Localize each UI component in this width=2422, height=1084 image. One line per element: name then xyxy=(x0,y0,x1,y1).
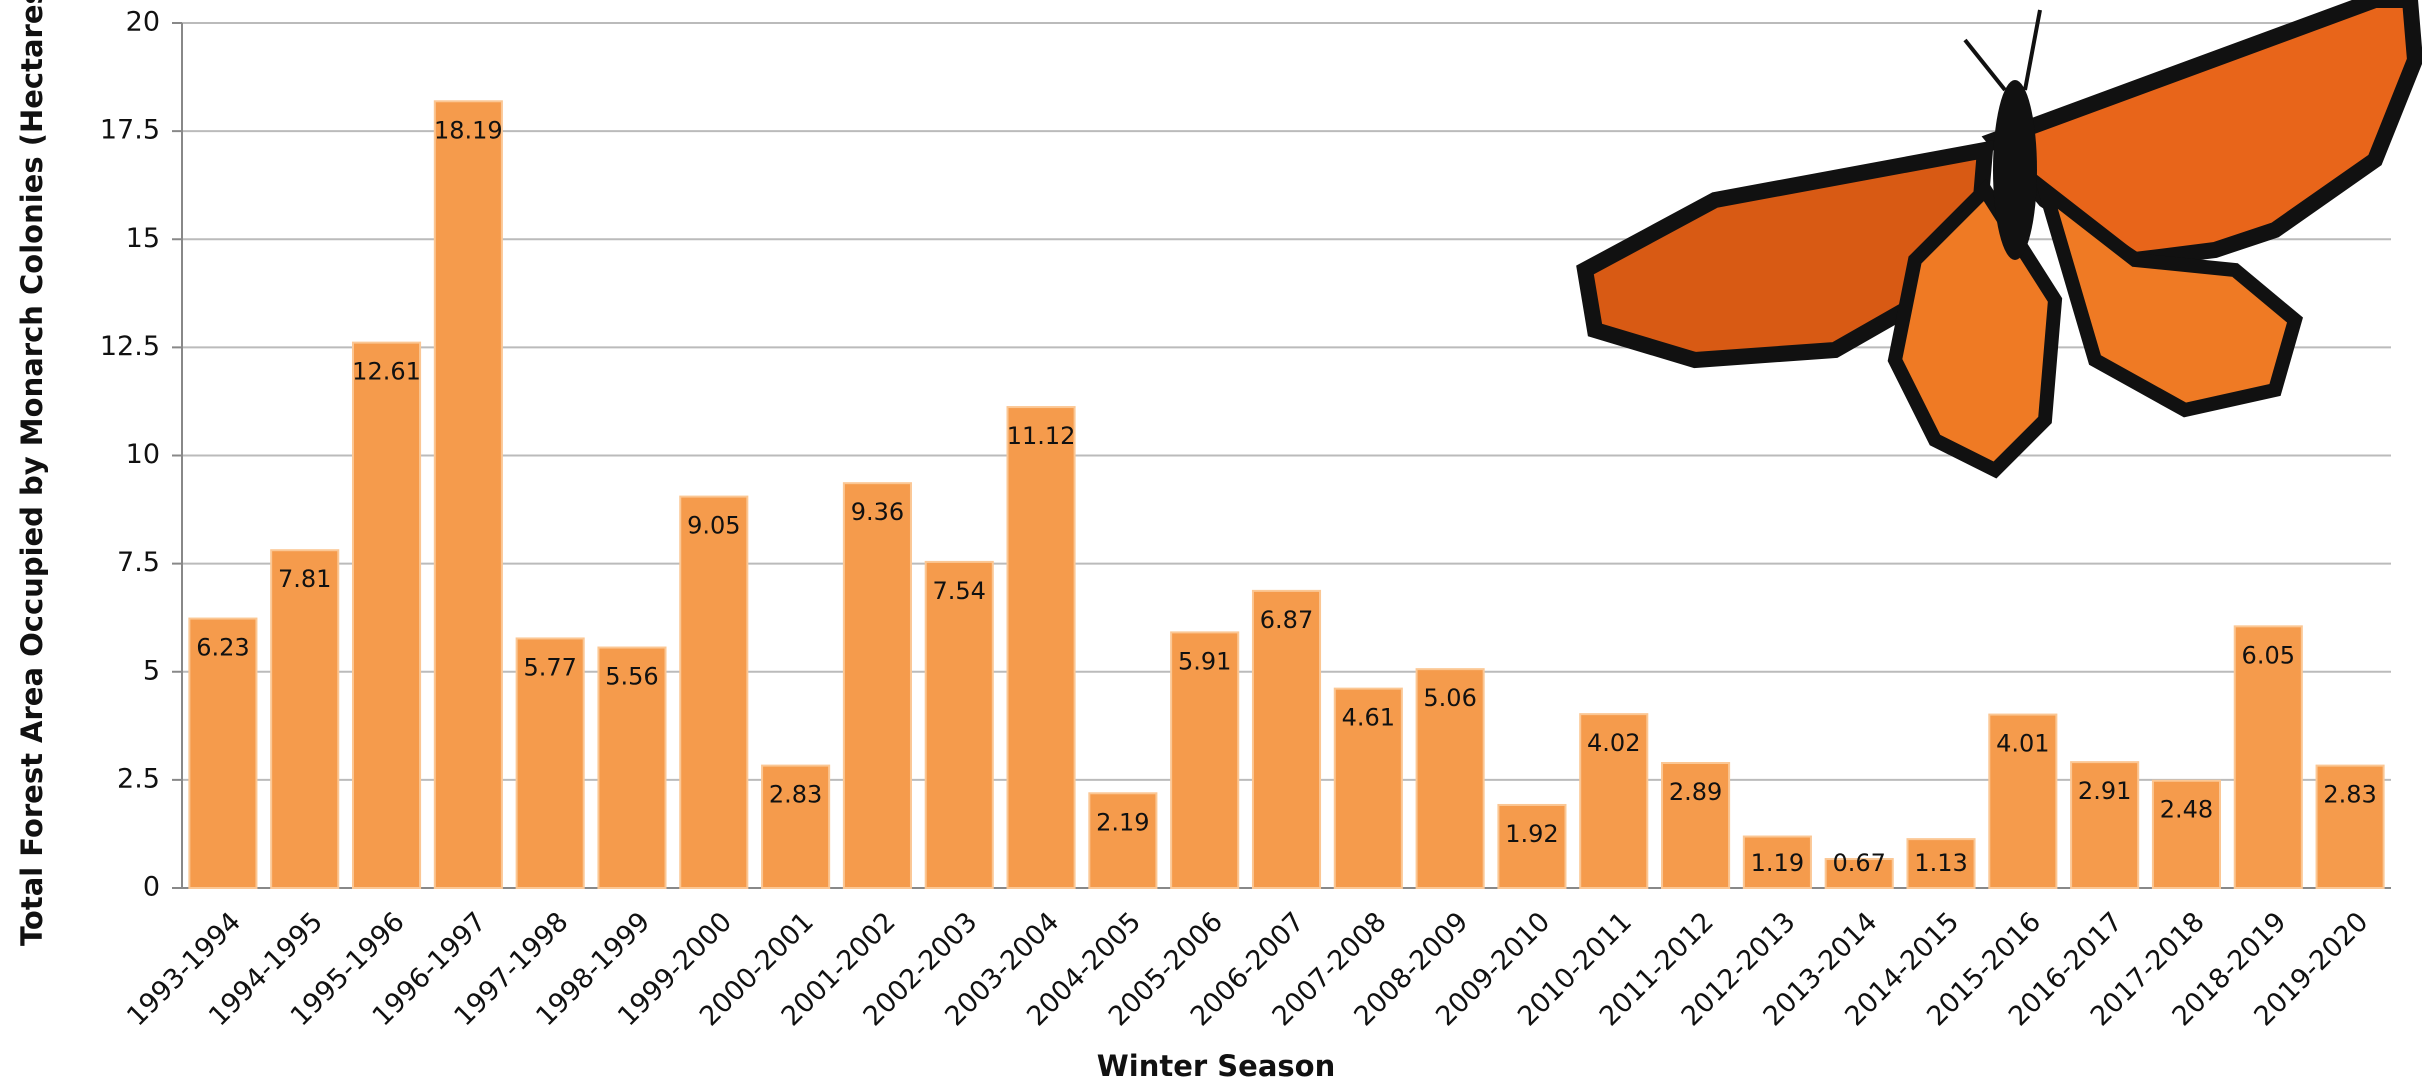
value-label: 6.23 xyxy=(196,634,249,662)
value-label: 1.92 xyxy=(1505,820,1558,848)
value-label: 7.54 xyxy=(933,577,986,605)
bar xyxy=(2315,764,2385,889)
value-label: 1.13 xyxy=(1914,849,1967,877)
value-label: 4.61 xyxy=(1342,704,1395,732)
bar xyxy=(1579,713,1649,890)
bar xyxy=(761,764,831,889)
bar xyxy=(270,549,340,890)
value-label: 2.91 xyxy=(2078,777,2131,805)
y-tick-label: 5 xyxy=(143,655,160,686)
bar xyxy=(2151,779,2222,889)
value-label: 6.05 xyxy=(2242,641,2295,669)
value-label: 5.77 xyxy=(523,653,576,681)
bar xyxy=(1497,803,1567,890)
bar xyxy=(679,495,749,889)
bar xyxy=(515,637,585,890)
y-tick-label: 17.5 xyxy=(100,115,160,146)
value-label: 2.89 xyxy=(1669,778,1722,806)
value-label: 4.01 xyxy=(1996,730,2049,758)
y-axis-title: Total Forest Area Occupied by Monarch Co… xyxy=(15,0,49,946)
value-label: 2.48 xyxy=(2160,796,2213,824)
y-tick-label: 10 xyxy=(126,439,160,470)
bar xyxy=(1251,589,1322,889)
value-label: 6.87 xyxy=(1260,606,1313,634)
bar xyxy=(433,100,503,890)
bar xyxy=(1170,631,1240,890)
bar xyxy=(1661,762,1731,890)
value-label: 18.19 xyxy=(434,116,503,144)
value-label: 5.56 xyxy=(605,663,658,691)
bar xyxy=(597,646,667,890)
y-tick-label: 7.5 xyxy=(117,547,160,578)
bar xyxy=(1824,858,1894,890)
value-label: 9.36 xyxy=(851,498,904,526)
value-label: 2.83 xyxy=(2323,781,2376,809)
bar xyxy=(1333,687,1403,889)
x-axis-title: Winter Season xyxy=(1097,1049,1335,1083)
y-tick-label: 2.5 xyxy=(117,763,160,794)
bar xyxy=(1006,406,1076,889)
bar xyxy=(1906,838,1976,890)
value-label: 5.06 xyxy=(1423,684,1476,712)
bar xyxy=(351,341,422,889)
bar xyxy=(1988,713,2058,889)
value-label: 5.91 xyxy=(1178,647,1231,675)
value-label: 2.19 xyxy=(1096,808,1149,836)
value-label: 9.05 xyxy=(687,512,740,540)
y-tick-label: 15 xyxy=(126,223,160,254)
value-label: 7.81 xyxy=(278,565,331,593)
bar xyxy=(842,482,912,889)
value-label: 4.02 xyxy=(1587,729,1640,757)
value-label: 11.12 xyxy=(1007,422,1076,450)
bar xyxy=(2070,761,2140,890)
y-tick-label: 20 xyxy=(126,7,160,38)
value-label: 12.61 xyxy=(352,358,421,386)
y-tick-label: 12.5 xyxy=(100,331,160,362)
bar xyxy=(2233,625,2303,890)
bar xyxy=(924,560,994,890)
butterfly-image xyxy=(1576,0,2422,479)
y-tick-label: 0 xyxy=(143,872,160,903)
value-label: 2.83 xyxy=(769,781,822,809)
bar xyxy=(188,617,258,889)
bar xyxy=(1088,792,1158,889)
value-label: 0.67 xyxy=(1832,849,1885,877)
bar xyxy=(1415,668,1485,890)
bar xyxy=(1742,835,1812,889)
value-label: 1.19 xyxy=(1751,849,1804,877)
